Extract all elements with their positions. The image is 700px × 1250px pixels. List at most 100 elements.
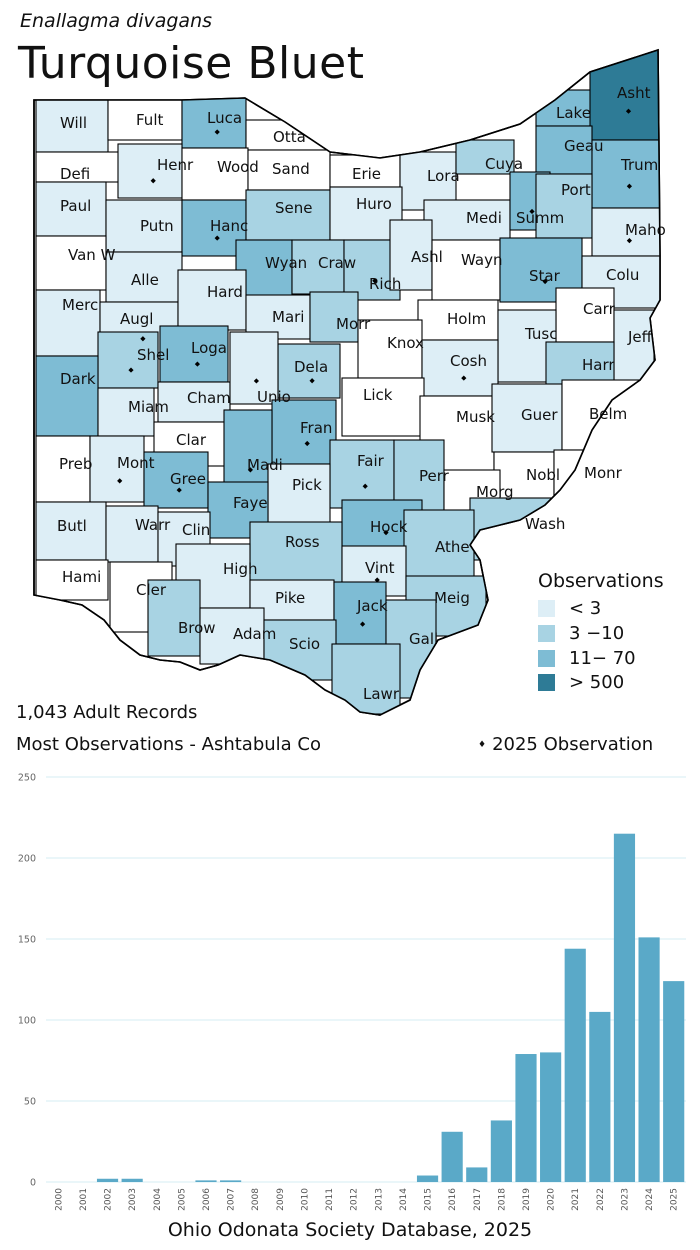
- x-tick-label: 2002: [104, 1188, 114, 1211]
- bar-2018: [490, 1120, 512, 1182]
- legend-swatch: [538, 673, 555, 691]
- observation-2025-marker: [626, 238, 632, 244]
- observation-2025-marker: [372, 278, 378, 284]
- county-label: Cham: [187, 389, 231, 407]
- county-gree: [143, 451, 209, 509]
- county-miam: [97, 387, 155, 437]
- x-tick-label: 2001: [79, 1188, 89, 1211]
- county-label: Madi: [247, 456, 283, 474]
- county-label: Harr: [582, 356, 615, 374]
- county-label: Wood: [217, 158, 259, 176]
- county-label: Cuya: [485, 155, 523, 173]
- county-label: Jack: [356, 597, 388, 615]
- county-paul: [35, 181, 107, 237]
- x-tick-label: 2020: [547, 1188, 557, 1211]
- x-tick-label: 2013: [374, 1188, 384, 1211]
- county-label: Loga: [191, 339, 227, 357]
- bar-2017: [466, 1167, 488, 1182]
- county-label: Rich: [369, 275, 401, 293]
- x-tick-label: 2015: [424, 1188, 434, 1211]
- county-label: Belm: [589, 405, 627, 423]
- observation-2025-marker: [374, 577, 380, 583]
- county-label: Knox: [387, 334, 424, 352]
- county-label: Mari: [272, 308, 304, 326]
- x-tick-label: 2016: [448, 1188, 458, 1211]
- county-morr: [309, 291, 359, 343]
- x-tick-label: 2019: [522, 1188, 532, 1211]
- county-label: Alle: [131, 271, 159, 289]
- county-label: Vint: [365, 559, 395, 577]
- county-loga: [159, 325, 229, 383]
- x-tick-label: 2012: [350, 1188, 360, 1211]
- county-label: Paul: [60, 197, 91, 215]
- county-label: Holm: [447, 310, 486, 328]
- county-label: Gall: [409, 630, 438, 648]
- county-maho: [591, 207, 660, 257]
- county-label: Clin: [182, 521, 210, 539]
- x-tick-label: 2008: [251, 1188, 261, 1211]
- x-tick-label: 2023: [620, 1188, 630, 1211]
- observation-2025-marker: [362, 483, 368, 489]
- county-label: Adam: [233, 625, 276, 643]
- county-label: Mont: [117, 454, 155, 472]
- county-wayn: [431, 239, 501, 301]
- county-label: Pike: [275, 589, 305, 607]
- bar-2024: [638, 937, 660, 1182]
- legend-item: 3 −10: [538, 623, 624, 644]
- observation-2025-marker: [360, 621, 366, 627]
- county-label: Musk: [456, 408, 495, 426]
- x-tick-label: 2021: [571, 1188, 581, 1211]
- legend-swatch: [538, 624, 555, 642]
- observation-2025-marker: [140, 336, 146, 342]
- county-guer: [491, 383, 563, 453]
- county-label: Lawr: [363, 685, 400, 703]
- observation-2025-marker: [309, 378, 315, 384]
- county-label: Augl: [120, 310, 153, 328]
- county-hami: [35, 559, 109, 601]
- county-label: Wash: [525, 515, 565, 533]
- x-tick-label: 2009: [276, 1188, 286, 1211]
- source-footer: Ohio Odonata Society Database, 2025: [167, 1219, 533, 1241]
- county-trum: [591, 139, 660, 209]
- x-tick-label: 2017: [473, 1188, 483, 1211]
- bar-2006: [195, 1180, 217, 1182]
- county-will: [35, 99, 109, 153]
- county-label: Hock: [370, 518, 408, 536]
- county-label: Sand: [272, 160, 310, 178]
- county-label: Morg: [476, 483, 514, 501]
- observation-2025-marker: [253, 378, 259, 384]
- bar-2025: [663, 981, 685, 1182]
- county-label: Hami: [62, 568, 101, 586]
- county-jeff: [613, 309, 655, 391]
- most-observations: Most Observations - Ashtabula Co: [16, 734, 321, 755]
- county-label: Clar: [176, 431, 207, 449]
- legend-swatch: [538, 599, 555, 617]
- county-pick: [267, 463, 331, 525]
- county-label: Fair: [357, 452, 385, 470]
- county-label: Hanc: [210, 217, 248, 235]
- county-holm: [417, 299, 499, 341]
- county-label: Faye: [233, 494, 268, 512]
- county-adam: [199, 607, 265, 665]
- legend-item: > 500: [538, 672, 624, 693]
- county-medi: [423, 199, 511, 241]
- county-geau: [535, 125, 593, 175]
- observation-2025-marker: [383, 530, 389, 536]
- county-label: Fult: [136, 111, 163, 129]
- ohio-outline: [33, 48, 661, 716]
- county-label: Dark: [60, 370, 96, 388]
- county-label: Meig: [434, 589, 470, 607]
- county-sand: [247, 149, 331, 191]
- bar-2019: [515, 1054, 537, 1182]
- county-label: Henr: [157, 156, 194, 174]
- county-label: Brow: [178, 619, 216, 637]
- county-label: Pick: [292, 476, 322, 494]
- observation-2025-marker: [529, 208, 535, 215]
- county-label: Guer: [521, 406, 558, 424]
- county-label: Monr: [584, 464, 623, 482]
- x-tick-label: 2022: [596, 1188, 606, 1211]
- county-label: Wayn: [461, 251, 502, 269]
- county-henr: [117, 143, 183, 199]
- x-tick-label: 2024: [645, 1188, 655, 1211]
- observation-2025-marker: [176, 487, 182, 493]
